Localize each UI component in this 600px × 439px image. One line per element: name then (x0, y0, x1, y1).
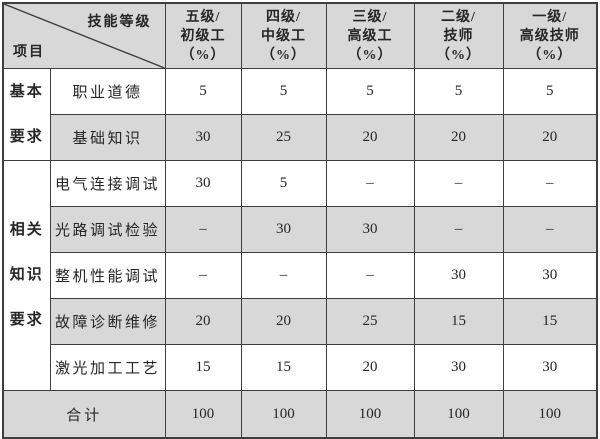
total-value-cell: 100 (325, 390, 415, 439)
col-header-line: 四级/ (266, 9, 301, 25)
value-cell: – (413, 160, 504, 207)
value-cell: 15 (164, 344, 242, 391)
col-header-line: 高级工 (347, 28, 393, 44)
value-cell: 30 (502, 252, 598, 299)
table-row-basic-knowledge: 基础知识 30 25 20 20 20 (3, 114, 598, 161)
col-header-line: （%） (180, 47, 226, 63)
total-label: 合计 (2, 390, 166, 439)
col-header-line: 初级工 (180, 28, 226, 44)
value-cell: 5 (325, 68, 415, 115)
diagonal-divider-line (4, 4, 165, 68)
total-value-cell: 100 (240, 390, 327, 439)
total-value-cell: 100 (413, 390, 504, 439)
col-header-line: 三级/ (352, 9, 388, 25)
table-row-electrical-connection: 相关 知识 要求 电气连接调试 30 5 – – – (2, 160, 598, 391)
col-header-level2: 二级/ 技师 （%） (413, 2, 504, 69)
value-cell: 25 (325, 298, 415, 345)
col-header-line: 中级工 (261, 28, 306, 44)
value-cell: 20 (413, 114, 504, 161)
table-row-occupational-ethics: 基本 要求 职业道德 5 5 5 5 5 (2, 68, 598, 161)
value-cell: – (502, 160, 598, 207)
value-cell: 30 (413, 252, 504, 299)
corner-skill-level-label: 技能等级 (87, 15, 152, 30)
col-header-line: （%） (436, 47, 481, 63)
corner-cell: 技能等级 项目 (2, 2, 166, 69)
category-line: 要求 (9, 312, 44, 328)
value-cell: 20 (164, 298, 242, 345)
value-cell: – (413, 206, 504, 253)
col-header-level1: 一级/ 高级技师 （%） (502, 2, 598, 69)
header-row: 技能等级 项目 五级/ 初级工 （%） 四级/ 中级工 （%） 三级/ 高级工 … (2, 2, 598, 69)
value-cell: 30 (164, 160, 242, 207)
col-header-line: （%） (347, 47, 393, 63)
value-cell: 5 (413, 68, 504, 115)
value-cell: 20 (240, 298, 327, 345)
col-header-level4: 四级/ 中级工 （%） (240, 2, 327, 69)
total-row: 合计 100 100 100 100 100 (2, 390, 598, 439)
table-row-optical-path: 光路调试检验 – 30 30 – – (3, 206, 598, 253)
value-cell: – (164, 206, 242, 253)
item-label: 激光加工工艺 (49, 344, 166, 391)
value-cell: – (325, 160, 415, 207)
category-line: 知识 (9, 267, 44, 283)
col-header-level3: 三级/ 高级工 （%） (325, 2, 415, 69)
table-row-fault-diagnosis: 故障诊断维修 20 20 25 15 15 (3, 298, 598, 345)
item-label: 职业道德 (49, 68, 166, 115)
col-header-level5: 五级/ 初级工 （%） (164, 2, 242, 69)
category-line: 基本 (9, 83, 44, 100)
value-cell: 5 (164, 68, 242, 115)
value-cell: 30 (325, 206, 415, 253)
col-header-line: 二级/ (441, 9, 476, 25)
value-cell: 30 (502, 344, 598, 391)
value-cell: 15 (413, 298, 504, 345)
value-cell: 20 (325, 344, 415, 391)
category-related-knowledge-requirements: 相关 知识 要求 (2, 160, 51, 391)
value-cell: 5 (240, 160, 327, 207)
col-header-line: 五级/ (185, 9, 221, 25)
value-cell: 15 (502, 298, 598, 345)
category-basic-requirements: 基本 要求 (2, 68, 51, 161)
item-label: 故障诊断维修 (49, 298, 166, 345)
value-cell: 5 (502, 68, 598, 115)
table-row-laser-processing: 激光加工工艺 15 15 20 30 30 (3, 344, 598, 391)
value-cell: 30 (413, 344, 504, 391)
value-cell: 20 (325, 114, 415, 161)
item-label: 整机性能调试 (49, 252, 166, 299)
corner-item-label: 项目 (13, 45, 45, 60)
value-cell: 5 (240, 68, 327, 115)
total-value-cell: 100 (164, 390, 242, 439)
value-cell: – (164, 252, 242, 299)
col-header-line: 技师 (443, 28, 474, 44)
value-cell: 20 (502, 114, 598, 161)
item-label: 光路调试检验 (49, 206, 166, 253)
category-line: 要求 (9, 128, 44, 145)
value-cell: – (240, 252, 327, 299)
table-row-machine-performance: 整机性能调试 – – – 30 30 (3, 252, 598, 299)
category-line: 相关 (9, 222, 44, 238)
value-cell: – (325, 252, 415, 299)
col-header-line: （%） (527, 47, 573, 63)
value-cell: 15 (240, 344, 327, 391)
item-label: 基础知识 (49, 114, 166, 161)
value-cell: 25 (240, 114, 327, 161)
total-value-cell: 100 (502, 390, 598, 439)
col-header-line: （%） (261, 47, 306, 63)
value-cell: 30 (164, 114, 242, 161)
item-label: 电气连接调试 (49, 160, 166, 207)
value-cell: – (502, 206, 598, 253)
col-header-line: 一级/ (532, 9, 568, 25)
col-header-line: 高级技师 (519, 28, 580, 44)
value-cell: 30 (240, 206, 327, 253)
